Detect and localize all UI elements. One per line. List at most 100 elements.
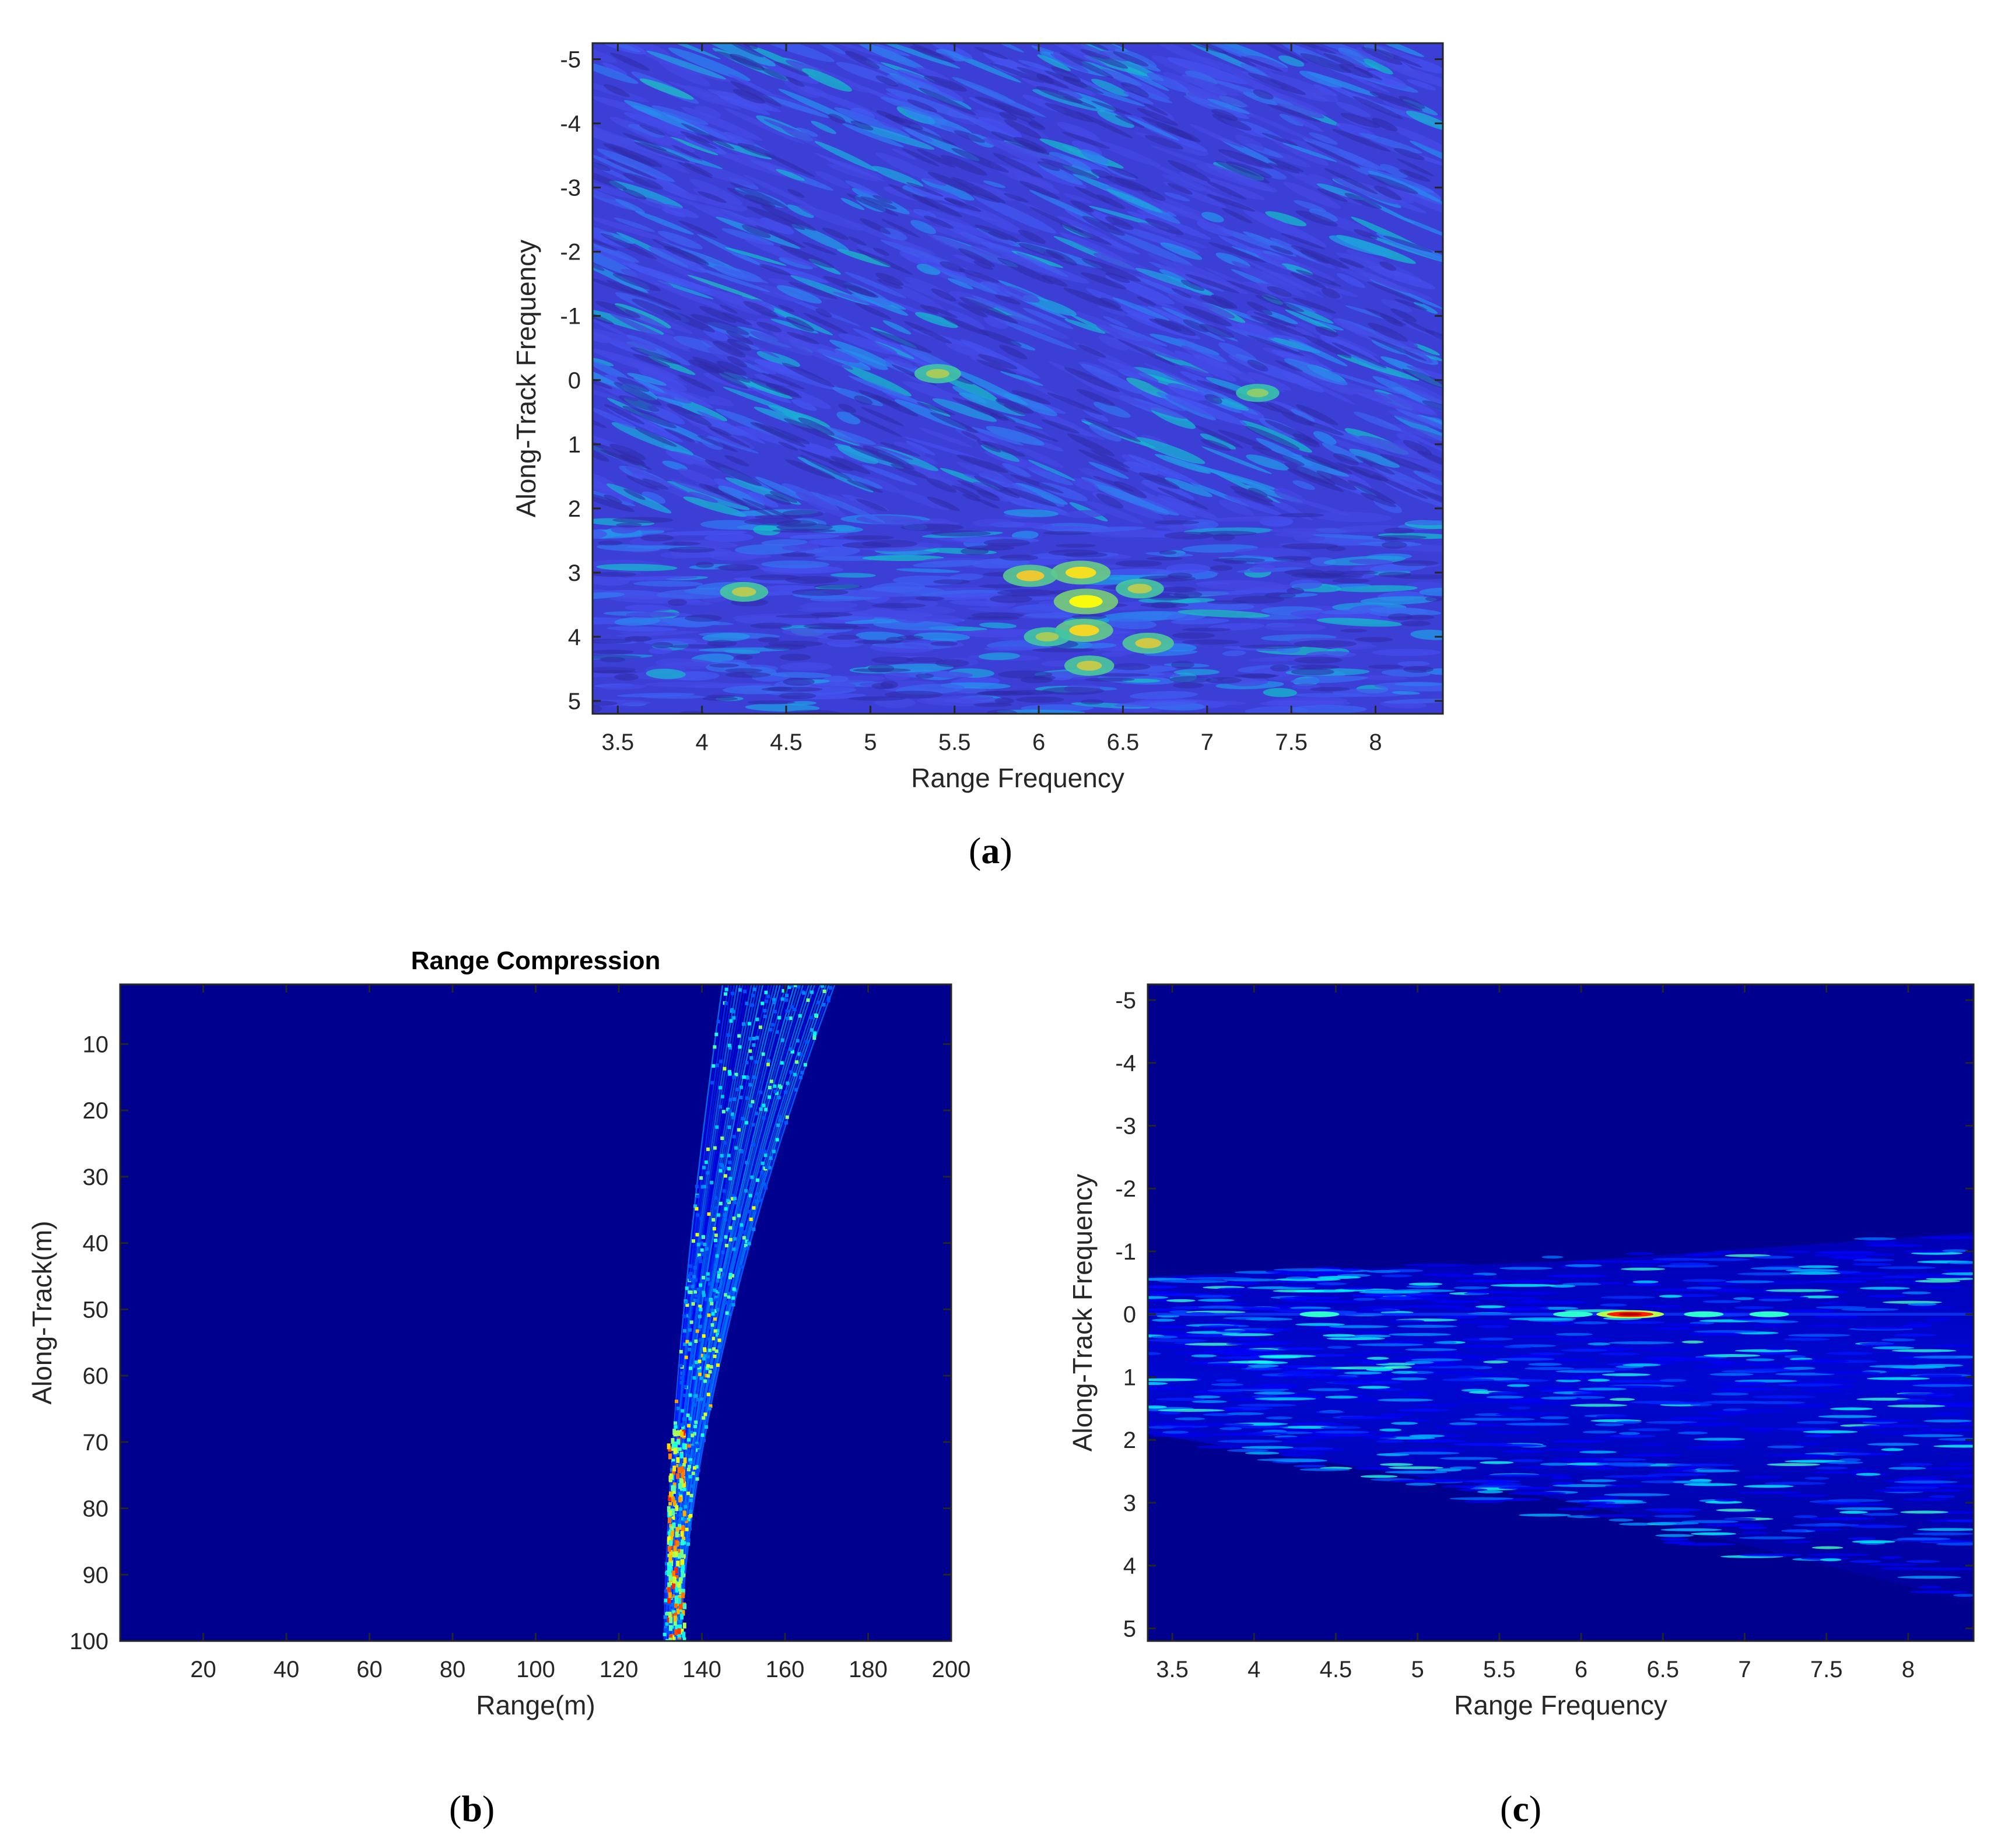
speckle (732, 1247, 736, 1251)
speckle-streak (1361, 1350, 1403, 1353)
bright-speckle (667, 1545, 671, 1552)
bright-speckle (667, 1443, 671, 1450)
speckle-streak (755, 476, 809, 502)
speckle-streak (1148, 1291, 1181, 1294)
speckle-streak (1743, 1485, 1794, 1488)
speckle-dark (891, 464, 928, 479)
speckle-streak (1686, 1286, 1722, 1290)
speckle-streak (593, 385, 619, 400)
speckle-streak (1856, 1397, 1911, 1401)
speckle-dark (1253, 89, 1274, 100)
speckle-streak (662, 460, 688, 471)
speckle-dark (1047, 392, 1103, 415)
speckle-streak (1849, 1525, 1908, 1528)
speckle-streak (1273, 488, 1306, 504)
speckle (745, 1076, 749, 1080)
speckle (724, 987, 728, 991)
speckle-streak (1608, 1519, 1634, 1522)
speckle-streak (1495, 1358, 1555, 1361)
speckle-streak (1316, 618, 1403, 627)
speckle-streak (1218, 500, 1254, 516)
speckle-streak (1383, 698, 1443, 704)
speckle-streak (1184, 95, 1250, 119)
speckle-streak (1912, 1568, 1974, 1571)
speckle-streak (1202, 1351, 1236, 1354)
speckle (675, 1575, 679, 1579)
speckle-streak (1148, 1352, 1162, 1355)
speckle-streak (1148, 1382, 1168, 1386)
speckle-streak (1290, 1447, 1334, 1450)
speckle (764, 1107, 768, 1111)
speckle-dark (1199, 531, 1257, 536)
speckle (681, 1517, 685, 1521)
bright-speckle (677, 1430, 681, 1436)
speckle (721, 1110, 726, 1114)
speckle-dark (1199, 324, 1235, 338)
speckle-dark (1117, 339, 1176, 366)
speckle-streak (747, 491, 779, 508)
speckle (708, 1282, 712, 1286)
speckle-streak (1632, 1280, 1659, 1284)
y-tick-label: 2 (1123, 1428, 1136, 1453)
speckle-streak (924, 671, 973, 678)
speckle (779, 1115, 783, 1119)
speckle-streak (978, 652, 1021, 660)
bright-speckle (668, 1530, 672, 1536)
speckle-streak (1741, 1531, 1768, 1535)
speckle (724, 1301, 728, 1305)
speckle-streak (1784, 1355, 1806, 1358)
speckle-streak (1734, 1306, 1774, 1309)
speckle-streak (593, 216, 670, 243)
speckle-streak (1711, 1393, 1749, 1396)
chart-panel-a: 3.5 4 4.5 5 5.5 6 6.5 7 7.5 8-5-4-3-2-1012345Rang… (511, 42, 1444, 793)
speckle-streak (1247, 1364, 1279, 1367)
speckle-streak (1666, 1463, 1734, 1467)
speckle-streak (1392, 690, 1420, 695)
speckle-streak (1226, 1342, 1288, 1346)
speckle (688, 1313, 692, 1317)
speckle-streak (1241, 1446, 1294, 1449)
speckle (714, 1263, 718, 1267)
speckle (777, 1016, 782, 1020)
hotspot-core (1069, 595, 1103, 608)
speckle-streak (718, 95, 770, 115)
speckle-dark (966, 616, 1020, 620)
speckle (765, 1000, 769, 1004)
speckle-dark (1172, 632, 1215, 639)
speckle-streak (1191, 1354, 1217, 1358)
speckle-streak (1604, 1485, 1643, 1488)
speckle-streak (1017, 447, 1064, 468)
speckle-streak (621, 269, 673, 288)
speckle-streak (1327, 1346, 1352, 1349)
speckle-streak (1734, 1349, 1798, 1352)
speckle-dark (843, 535, 894, 540)
speckle-streak (1148, 1308, 1179, 1312)
speckle (695, 1184, 699, 1188)
speckle-streak (791, 399, 817, 411)
speckle (742, 1075, 746, 1079)
speckle-streak (1660, 1323, 1708, 1327)
bright-speckle (674, 1629, 678, 1635)
speckle-streak (1265, 1328, 1295, 1331)
speckle (777, 1096, 781, 1100)
speckle-streak (593, 327, 657, 351)
speckle-dark (803, 313, 848, 334)
speckle-streak (1744, 1475, 1782, 1479)
speckle (796, 1039, 800, 1043)
secondary-peak (1553, 1311, 1593, 1317)
speckle-streak (1926, 1395, 1953, 1399)
speckle-streak (609, 180, 683, 209)
speckle-streak (1859, 1286, 1910, 1290)
y-tick-label: 20 (83, 1098, 109, 1124)
speckle (717, 1345, 721, 1349)
speckle-streak (827, 164, 878, 181)
speckle-dark (1291, 668, 1334, 676)
speckle-dark (780, 553, 816, 557)
speckle-streak (1508, 1459, 1544, 1463)
speckle-streak (1683, 1483, 1737, 1486)
speckle-streak (1839, 1458, 1861, 1461)
speckle-streak (1407, 1418, 1431, 1422)
speckle (686, 1274, 691, 1278)
x-tick-label: 5 (864, 730, 877, 755)
speckle-dark (1365, 308, 1407, 326)
